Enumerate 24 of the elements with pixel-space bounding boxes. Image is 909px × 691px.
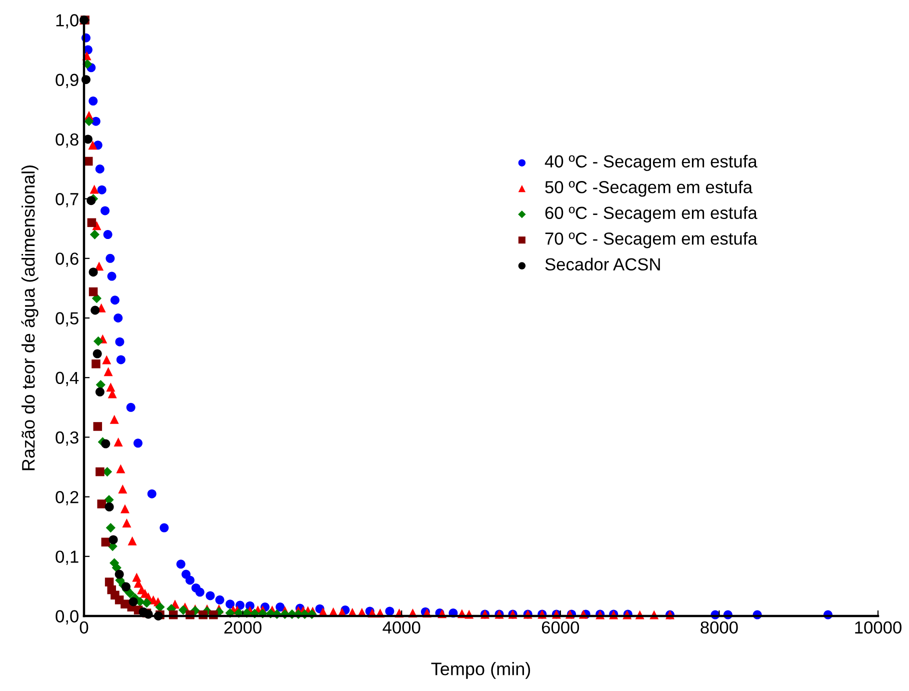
y-tick-label: 0,1 xyxy=(56,550,78,565)
x-tick-label: 6000 xyxy=(542,621,580,634)
y-tick-label: 0,4 xyxy=(56,372,79,386)
y-tick-label: 0,7 xyxy=(56,192,78,208)
y-tick-label: 0,6 xyxy=(56,252,78,267)
y-tick-label: 0,5 xyxy=(56,312,78,327)
y-axis-title: Razão do teor de água (adimensional) xyxy=(21,166,38,470)
legend-label: 70 ºC - Secagem em estufa xyxy=(545,232,758,248)
y-tick-label: 0,9 xyxy=(56,74,78,88)
legend-label: Secador ACSN xyxy=(545,258,660,271)
y-tick-label: 0,2 xyxy=(56,490,78,506)
x-tick-label: 4000 xyxy=(382,621,420,634)
legend-label: 60 ºC - Secagem em estufa xyxy=(545,206,758,222)
x-tick-label: 0 xyxy=(80,621,88,634)
x-tick-label: 10000 xyxy=(855,621,902,634)
y-tick-label: 0,8 xyxy=(56,133,78,148)
x-tick-label: 2000 xyxy=(224,621,262,634)
legend-label: 50 ºC -Secagem em estufa xyxy=(545,180,753,197)
x-tick-label: 8000 xyxy=(700,621,738,634)
legend-label: 40 ºC - Secagem em estufa xyxy=(544,154,758,172)
y-tick-label: 0,3 xyxy=(56,431,78,446)
y-tick-label: 0,0 xyxy=(56,610,78,625)
x-axis-title: Tempo (min) xyxy=(431,662,530,679)
y-tick-label: 1,0 xyxy=(56,14,78,29)
